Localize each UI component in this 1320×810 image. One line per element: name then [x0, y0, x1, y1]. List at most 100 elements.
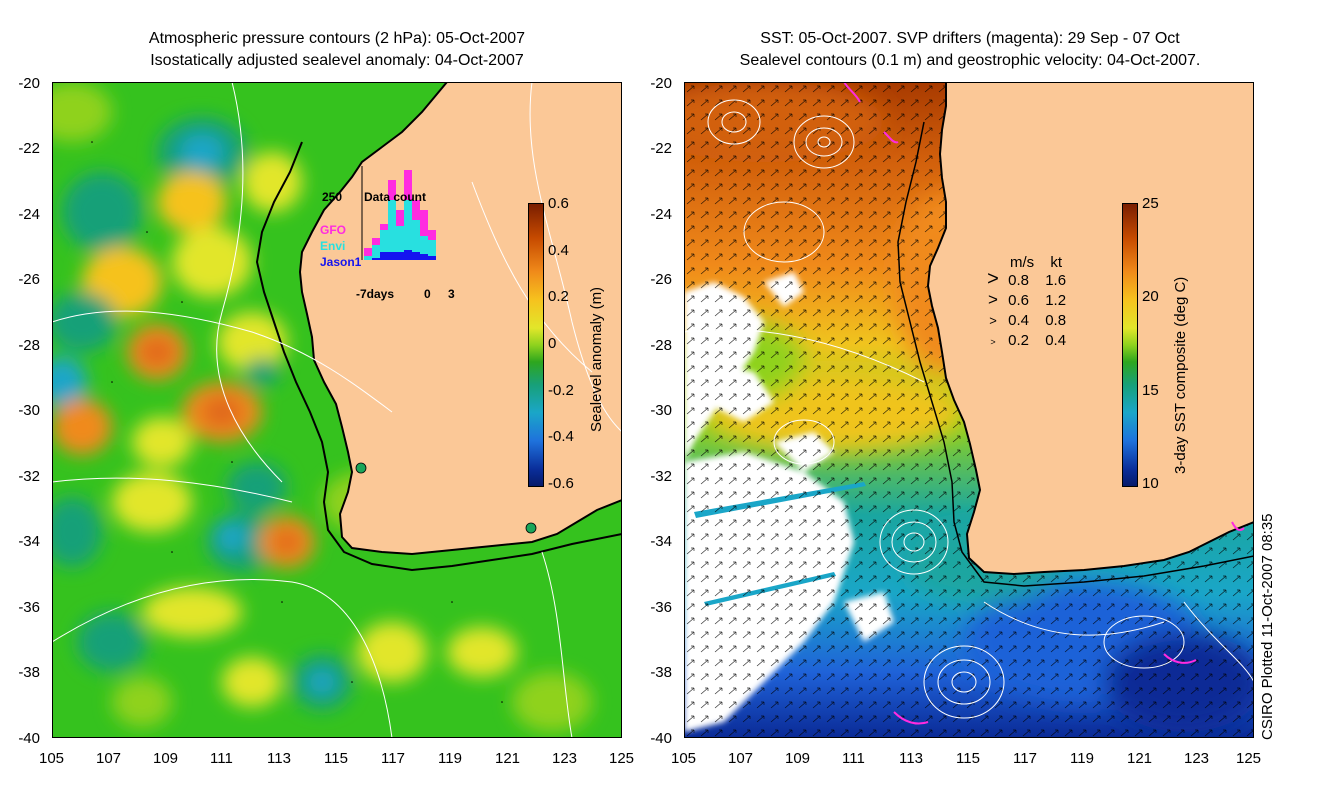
y-tick: -30 [18, 402, 40, 419]
x-tick: 115 [956, 750, 980, 767]
x-tick: 123 [1184, 750, 1210, 767]
x-tick: 119 [438, 750, 462, 767]
x-tick: 117 [1013, 750, 1037, 767]
cb-tick: -0.4 [548, 428, 574, 445]
y-tick: -36 [650, 599, 672, 616]
y-tick: -36 [18, 599, 40, 616]
y-tick: -20 [18, 75, 40, 92]
x-tick: 107 [96, 750, 122, 767]
cb-tick: -0.6 [548, 475, 574, 492]
y-tick: -26 [18, 271, 40, 288]
legend-ms-value: 0.8 [1008, 272, 1030, 289]
observation-dots [91, 141, 503, 703]
cb-tick: 0.4 [548, 242, 569, 259]
left-title-line1: Atmospheric pressure contours (2 hPa): 0… [148, 30, 526, 47]
legend-ms-header: m/s [1010, 254, 1035, 271]
tide-gauge-marker [525, 522, 537, 534]
y-tick: -28 [650, 337, 672, 354]
y-tick: -32 [650, 468, 672, 485]
left-map: 250 Data count GFO Envi Jason1 -7days 0 … [52, 82, 622, 738]
cb-tick: 15 [1142, 382, 1159, 399]
y-tick: -38 [18, 664, 40, 681]
x-tick: 115 [324, 750, 348, 767]
anomaly-blobs [52, 82, 592, 732]
coastline [298, 82, 622, 556]
vector-arrow-icon: > [987, 268, 999, 290]
y-tick: -34 [18, 533, 40, 550]
right-map-frame [684, 82, 1254, 738]
cb-tick: 10 [1142, 475, 1159, 492]
y-tick: -22 [18, 140, 40, 157]
x-tick: 113 [267, 750, 291, 767]
legend-kt-value: 0.8 [1045, 312, 1067, 329]
velocity-legend-row: > 0.2 0.4 [982, 332, 1066, 349]
sealevel-contours [684, 99, 1254, 719]
y-tick: -38 [650, 664, 672, 681]
cb-tick: 20 [1142, 288, 1159, 305]
inset-x-left: -7days [356, 287, 395, 301]
legend-kt-header: kt [1050, 254, 1063, 271]
coastline [926, 82, 1254, 576]
shelf-contour [897, 121, 1254, 587]
x-tick: 117 [381, 750, 405, 767]
x-tick: 113 [899, 750, 923, 767]
x-tick: 125 [609, 750, 635, 767]
x-tick: 123 [552, 750, 578, 767]
x-tick: 105 [39, 750, 65, 767]
x-tick: 121 [495, 750, 521, 767]
y-tick: -26 [650, 271, 672, 288]
y-tick: -20 [650, 75, 672, 92]
x-tick: 109 [785, 750, 811, 767]
inset-legend-envi: Envi [320, 239, 346, 253]
cb-tick: 0 [548, 335, 557, 352]
x-tick: 109 [153, 750, 179, 767]
tide-gauge-marker [355, 462, 367, 474]
inset-x-right: 3 [448, 287, 455, 301]
cb-tick: 0.6 [548, 195, 569, 212]
y-tick: -24 [18, 206, 40, 223]
right-map: m/s kt > 0.8 1.6 > 0.6 1.2 > 0.4 0.8 > 0… [684, 82, 1254, 738]
right-colorbar [1122, 203, 1138, 487]
velocity-legend-header: m/s kt [1010, 254, 1062, 271]
vector-arrow-icon: > [990, 337, 996, 347]
right-colorbar-label: 3-day SST composite (deg C) [1172, 276, 1189, 474]
cb-tick: -0.2 [548, 382, 574, 399]
x-tick: 111 [210, 750, 233, 767]
vector-arrow-icon: > [988, 290, 998, 309]
y-tick: -32 [18, 468, 40, 485]
inset-max-label: 250 [322, 190, 343, 204]
legend-kt-value: 1.6 [1045, 272, 1067, 289]
x-tick: 111 [842, 750, 865, 767]
legend-ms-value: 0.6 [1008, 292, 1030, 309]
right-title-line1: SST: 05-Oct-2007. SVP drifters (magenta)… [760, 30, 1180, 47]
inset-title: Data count [364, 190, 427, 204]
y-tick: -22 [650, 140, 672, 157]
velocity-legend-row: > 0.6 1.2 [982, 290, 1067, 309]
legend-kt-value: 0.4 [1045, 332, 1067, 349]
cb-tick: 0.2 [548, 288, 569, 305]
land-australia [928, 82, 1254, 574]
pressure-contours [52, 82, 622, 738]
x-tick: 105 [671, 750, 697, 767]
y-tick: -28 [18, 337, 40, 354]
x-tick: 121 [1127, 750, 1153, 767]
legend-ms-value: 0.2 [1008, 332, 1030, 349]
velocity-legend-row: > 0.8 1.6 [982, 268, 1067, 290]
inset-legend-gfo: GFO [320, 223, 346, 237]
x-tick: 119 [1070, 750, 1094, 767]
y-tick: -40 [18, 730, 40, 747]
left-title-line2: Isostatically adjusted sealevel anomaly:… [150, 52, 524, 69]
sst-map [684, 82, 1254, 738]
y-tick: -24 [650, 206, 672, 223]
left-map-frame [52, 82, 622, 738]
y-tick: -30 [650, 402, 672, 419]
right-title-line2: Sealevel contours (0.1 m) and geostrophi… [739, 52, 1201, 69]
svp-drifter-tracks [843, 82, 1245, 725]
sealevel-anomaly-map [52, 82, 622, 738]
cb-tick: 25 [1142, 195, 1159, 212]
x-tick: 125 [1236, 750, 1262, 767]
inset-legend-jason1: Jason1 [320, 255, 362, 269]
velocity-legend: m/s kt > 0.8 1.6 > 0.6 1.2 > 0.4 0.8 > 0… [982, 250, 1082, 350]
velocity-legend-row: > 0.4 0.8 [982, 312, 1066, 329]
legend-kt-value: 1.2 [1045, 292, 1067, 309]
